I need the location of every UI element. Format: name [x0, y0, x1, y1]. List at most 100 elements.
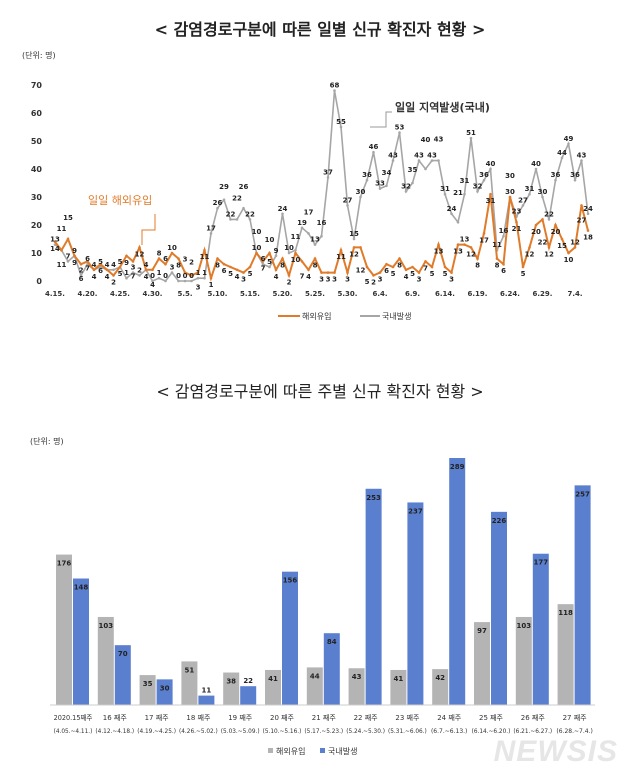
data-label: 6 [79, 275, 84, 283]
data-label: 6 [222, 267, 227, 275]
data-point [170, 271, 174, 274]
data-label: 36 [479, 171, 489, 179]
data-label: 43 [388, 152, 398, 160]
x-category-range: (4.05.~4.11.) [54, 728, 93, 735]
data-label: 4 [150, 281, 155, 289]
bar-overseas [390, 669, 407, 705]
x-category-range: (5.24.~5.30.) [346, 728, 385, 735]
x-tick-label: 6.29. [533, 290, 553, 298]
data-point [580, 204, 583, 207]
x-tick-label: 6.19. [468, 290, 488, 298]
bar-domestic [491, 511, 507, 705]
data-label: 0 [183, 272, 188, 280]
weekly-chart-title: < 감염경로구분에 따른 주별 신규 확진자 현황 > [156, 382, 484, 401]
x-category-range: (6.21.~6.27.) [513, 728, 552, 735]
data-label: 1 [157, 269, 162, 277]
data-label: 3 [170, 264, 175, 272]
data-label: 24 [447, 205, 457, 213]
bar-value-label: 103 [98, 622, 113, 630]
data-point [99, 262, 102, 266]
data-label: 43 [577, 152, 587, 160]
data-point [196, 276, 200, 280]
data-label: 21 [512, 225, 522, 233]
data-label: 27 [343, 196, 353, 204]
bar-value-label: 41 [394, 675, 404, 683]
y-tick-label: 60 [31, 109, 43, 118]
data-label: 3 [326, 276, 331, 284]
data-point [313, 257, 317, 260]
data-point [489, 192, 492, 196]
data-label: 20 [551, 228, 561, 236]
data-point [66, 237, 70, 241]
data-label: 6 [261, 255, 266, 263]
data-label: 5 [228, 270, 233, 278]
data-label: 5 [443, 270, 448, 278]
data-label: 10 [265, 236, 275, 244]
x-category-range: (6.7.~6.13.) [431, 728, 467, 735]
data-point [268, 265, 271, 269]
data-label: 9 [72, 247, 77, 255]
data-label: 4 [306, 273, 311, 281]
x-category-label: 20 째주 [270, 714, 295, 722]
data-point [359, 195, 362, 199]
data-label: 3 [131, 264, 136, 272]
data-point [554, 178, 557, 182]
data-label: 8 [157, 250, 162, 258]
data-label: 16 [317, 219, 327, 227]
data-label: 17 [206, 224, 216, 232]
data-point [502, 234, 505, 238]
data-point [547, 218, 551, 221]
data-point [157, 276, 161, 280]
data-point [417, 271, 421, 274]
data-label: 13 [50, 236, 60, 244]
data-label: 6 [85, 255, 90, 263]
data-point [586, 229, 590, 232]
data-point [567, 142, 570, 146]
data-point [482, 178, 486, 182]
bar-overseas [56, 554, 72, 705]
data-label: 5 [248, 270, 253, 278]
legend-label-domestic: 국내발생 [382, 311, 411, 321]
data-point [79, 262, 83, 266]
bar-overseas [223, 672, 240, 705]
x-category-label: 24 째주 [437, 714, 462, 722]
data-label: 26 [213, 199, 223, 207]
x-category-range: (5.03.~5.09.) [221, 728, 260, 735]
data-point [66, 260, 70, 263]
data-label: 27 [518, 196, 528, 204]
data-label: 31 [460, 177, 470, 185]
data-label: 3 [319, 276, 324, 284]
x-tick-label: 5.30. [338, 290, 358, 298]
x-tick-label: 7.4. [567, 290, 582, 298]
data-point [339, 248, 343, 252]
data-label: 36 [362, 171, 372, 179]
data-point [573, 178, 577, 182]
data-point [216, 206, 219, 210]
data-label: 26 [239, 183, 249, 191]
bar-domestic [365, 488, 382, 705]
data-label: 15 [349, 230, 359, 238]
data-label: 11 [57, 261, 67, 269]
data-point [515, 220, 518, 224]
data-point [307, 232, 310, 235]
data-label: 16 [499, 227, 509, 235]
x-category-range: (5.31.~6.06.) [388, 728, 427, 735]
data-point [86, 260, 89, 263]
data-point [346, 271, 349, 274]
data-point [469, 246, 473, 249]
data-point [333, 89, 336, 92]
data-point [196, 271, 200, 274]
data-point [554, 223, 557, 227]
data-point [281, 257, 284, 260]
data-label: 19 [297, 219, 307, 227]
data-point [222, 198, 226, 202]
data-point [443, 192, 447, 196]
data-label: 4 [111, 261, 116, 269]
bar-value-label: 30 [160, 684, 170, 692]
data-point [274, 268, 278, 272]
data-label: 2 [79, 266, 84, 274]
data-point [138, 246, 141, 249]
data-label: 4 [105, 261, 110, 269]
bar-value-label: 257 [575, 490, 590, 498]
x-tick-label: 5.15. [240, 290, 260, 298]
